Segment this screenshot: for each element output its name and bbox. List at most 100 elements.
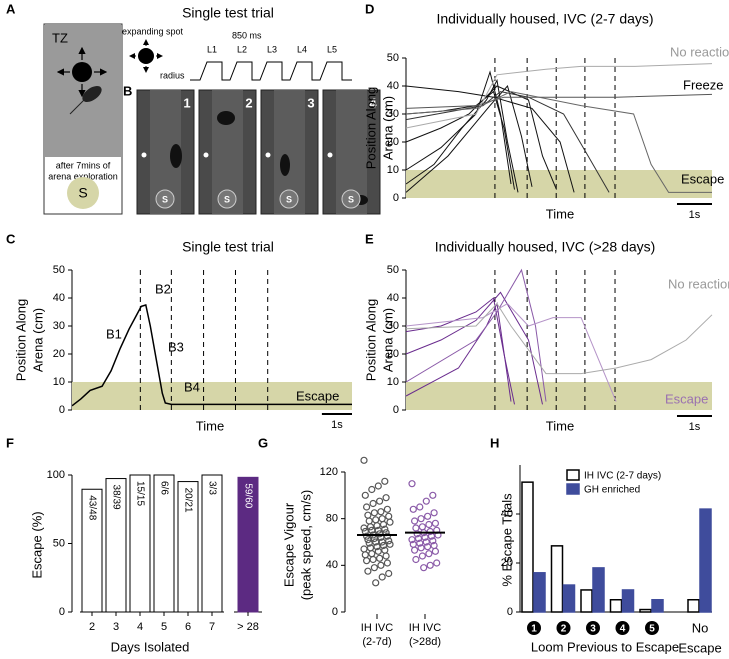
- y-tick-label: 20: [53, 348, 65, 360]
- caption: arena exploration: [48, 171, 118, 181]
- point: [433, 559, 441, 567]
- frame-shelter: S: [162, 194, 168, 204]
- trace: [405, 63, 713, 129]
- point: [381, 525, 389, 533]
- bar: [687, 599, 700, 613]
- y-axis-label: Arena (cm): [30, 308, 45, 372]
- value-label: 15/15: [134, 481, 145, 506]
- tick-badge: [586, 621, 600, 635]
- panel-label: C: [6, 231, 16, 246]
- tick-badge: [527, 621, 541, 635]
- point: [386, 540, 394, 548]
- point: [420, 564, 428, 572]
- x-tick-label: > 28: [237, 621, 259, 633]
- bar: [550, 545, 564, 613]
- point: [416, 539, 424, 547]
- x-tick-label: 3: [590, 624, 596, 635]
- panel-b: B 1 S 2 S 3 S 4 S: [123, 83, 381, 215]
- y-axis-label: Arena (cm): [380, 96, 395, 160]
- loom-waveform: [190, 61, 352, 81]
- bar: [592, 567, 605, 613]
- point: [360, 456, 368, 464]
- x-axis-label: Time: [546, 418, 574, 433]
- y-tick-label: 100: [47, 469, 65, 481]
- radius-label: radius: [160, 70, 185, 80]
- point: [416, 503, 424, 511]
- mouse: [82, 86, 102, 102]
- point: [366, 523, 375, 531]
- point: [385, 512, 393, 520]
- x-tick-label: Escape: [678, 640, 721, 655]
- y-tick-label: 20: [501, 557, 513, 569]
- bar: [580, 589, 593, 613]
- annotation: Escape: [681, 171, 724, 186]
- spot-icon: [138, 48, 154, 64]
- trace: [405, 91, 712, 193]
- y-tick-label: 50: [53, 537, 65, 549]
- panel-label: G: [258, 435, 268, 450]
- trace: [405, 302, 617, 402]
- y-tick-label: 0: [507, 606, 513, 618]
- trace: [405, 85, 557, 190]
- point: [381, 477, 389, 485]
- point: [417, 544, 425, 552]
- x-tick-label: 7: [209, 621, 215, 633]
- arrows: [56, 46, 108, 98]
- annotation: No reaction: [668, 276, 729, 291]
- point: [377, 508, 385, 516]
- point: [368, 550, 376, 558]
- point: [429, 537, 437, 545]
- value-label: 20/21: [182, 488, 193, 513]
- y-tick-label: 0: [332, 606, 338, 618]
- legend-swatch: [566, 469, 580, 481]
- caption: after 7mins of: [56, 160, 111, 170]
- x-tick-label: No: [692, 620, 709, 635]
- point: [422, 497, 430, 505]
- trace: [405, 70, 512, 185]
- annotation: B2: [155, 281, 171, 296]
- bar: [639, 608, 652, 613]
- point: [372, 516, 380, 524]
- point: [370, 564, 378, 572]
- point: [412, 524, 420, 532]
- point: [431, 547, 439, 555]
- point: [412, 555, 420, 564]
- x-tick-label: 5: [161, 621, 167, 633]
- point: [417, 515, 425, 523]
- stimulus: Single test trial expanding spot radius …: [122, 5, 352, 81]
- frame: 2 S: [198, 89, 257, 215]
- point: [361, 551, 369, 559]
- title: Single test trial: [182, 5, 274, 21]
- x-tick-label: 1: [531, 624, 537, 635]
- point: [374, 547, 382, 555]
- panel-label: D: [365, 1, 374, 16]
- point: [373, 543, 381, 551]
- chart-title: Individually housed, IVC (2-7 days): [436, 11, 653, 27]
- duration-label: 850 ms: [232, 30, 262, 40]
- point: [364, 536, 372, 544]
- value-label: 6/6: [158, 481, 169, 495]
- point: [430, 509, 438, 517]
- y-axis-label: Escape (%): [29, 511, 44, 578]
- frame-number: 1: [183, 95, 190, 110]
- point: [376, 497, 384, 505]
- arrows: [129, 39, 163, 73]
- point: [409, 505, 417, 513]
- point: [425, 520, 433, 529]
- y-tick-label: 50: [53, 264, 65, 276]
- point: [408, 480, 416, 488]
- point: [376, 530, 384, 538]
- point: [379, 520, 388, 529]
- point: [364, 511, 372, 519]
- point: [411, 546, 419, 554]
- frame-number: 4: [369, 95, 377, 110]
- trace: [405, 84, 533, 193]
- y-tick-label: 30: [53, 320, 65, 332]
- point: [383, 559, 391, 567]
- y-axis-label: Position Along: [13, 299, 28, 381]
- frame-number: 2: [245, 95, 252, 110]
- point: [408, 536, 416, 544]
- legend-label: IH IVC (2-7 days): [584, 471, 661, 482]
- point: [383, 505, 391, 513]
- x-tick-label: 2: [561, 624, 567, 635]
